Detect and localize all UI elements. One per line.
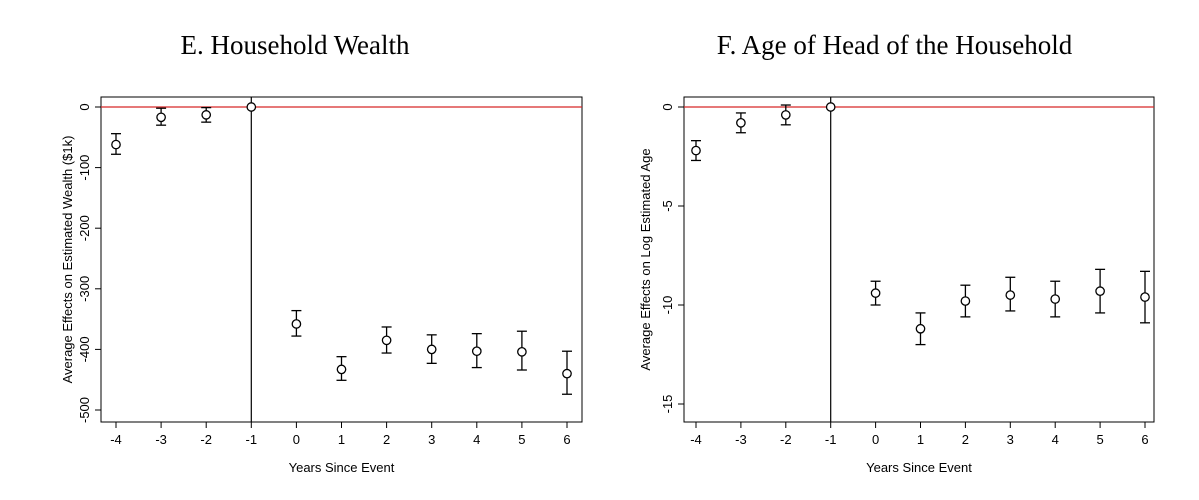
data-point bbox=[111, 139, 121, 150]
x-tick-label: 5 bbox=[1096, 432, 1103, 447]
x-tick-label: 0 bbox=[872, 432, 879, 447]
x-tick-label: -1 bbox=[825, 432, 837, 447]
data-point bbox=[825, 102, 836, 112]
data-point bbox=[736, 117, 746, 128]
x-tick-label: -3 bbox=[155, 432, 167, 447]
data-point bbox=[201, 110, 212, 120]
data-point bbox=[1050, 294, 1061, 304]
data-point bbox=[291, 319, 302, 329]
chart-panel-household-wealth: E. Household Wealth -4 -3 -2 -1 0 1 2 3 4 5 6 0 -100… bbox=[0, 0, 590, 500]
y-axis-label: Average Effects on Estimated Wealth ($1k… bbox=[60, 136, 75, 384]
y-tick-label: -500 bbox=[77, 397, 92, 423]
chart-panel-head-age: F. Age of Head of the Household -4 -3 -2 -1… bbox=[590, 0, 1199, 500]
chart-title: E. Household Wealth bbox=[180, 30, 410, 60]
x-tick-label: 1 bbox=[917, 432, 924, 447]
data-point bbox=[471, 346, 482, 357]
x-tick-label: 2 bbox=[383, 432, 390, 447]
x-tick-label: -2 bbox=[200, 432, 212, 447]
x-tick-label: 5 bbox=[518, 432, 525, 447]
x-tick-label: -4 bbox=[690, 432, 702, 447]
data-point bbox=[336, 364, 347, 375]
x-tick-label: -2 bbox=[780, 432, 792, 447]
y-tick-label: 0 bbox=[77, 103, 92, 110]
data-point bbox=[246, 102, 257, 112]
x-axis-label: Years Since Event bbox=[866, 460, 972, 475]
x-tick-label: 3 bbox=[428, 432, 435, 447]
data-point bbox=[870, 288, 881, 298]
data-point bbox=[562, 368, 572, 379]
data-point bbox=[156, 112, 166, 123]
data-point bbox=[691, 145, 701, 156]
x-axis-label: Years Since Event bbox=[289, 460, 395, 475]
data-point bbox=[915, 323, 926, 334]
y-tick-label: -400 bbox=[77, 336, 92, 362]
plot-frame bbox=[683, 96, 1155, 423]
data-point bbox=[381, 335, 392, 346]
data-point bbox=[1095, 286, 1105, 296]
y-tick-label: -5 bbox=[660, 200, 675, 212]
x-tick-label: 4 bbox=[1052, 432, 1059, 447]
chart-household-wealth: -4 -3 -2 -1 0 1 2 3 4 5 6 0 -100 -200 -300 -400 -500 Year… bbox=[60, 96, 583, 475]
y-tick-label: 0 bbox=[660, 103, 675, 110]
x-tick-label: -1 bbox=[246, 432, 258, 447]
x-tick-label: 1 bbox=[338, 432, 345, 447]
chart-title: F. Age of Head of the Household bbox=[716, 30, 1073, 60]
x-tick-label: 4 bbox=[473, 432, 480, 447]
x-tick-label: 2 bbox=[962, 432, 969, 447]
x-tick-label: 6 bbox=[563, 432, 570, 447]
y-tick-label: -300 bbox=[77, 276, 92, 302]
data-point bbox=[1140, 292, 1150, 302]
y-axis-label: Average Effects on Log Estimated Age bbox=[638, 148, 653, 370]
y-tick-label: -10 bbox=[660, 296, 675, 315]
y-tick-label: -100 bbox=[77, 155, 92, 181]
data-point bbox=[780, 110, 791, 120]
x-tick-label: 6 bbox=[1141, 432, 1148, 447]
y-tick-label: -200 bbox=[77, 215, 92, 241]
x-tick-label: -3 bbox=[735, 432, 747, 447]
x-tick-label: 0 bbox=[293, 432, 300, 447]
data-point bbox=[517, 346, 527, 357]
data-point bbox=[960, 296, 971, 306]
y-tick-label: -15 bbox=[660, 395, 675, 414]
data-point bbox=[426, 344, 437, 355]
data-point bbox=[1005, 290, 1016, 300]
x-tick-label: 3 bbox=[1007, 432, 1014, 447]
x-tick-label: -4 bbox=[110, 432, 122, 447]
